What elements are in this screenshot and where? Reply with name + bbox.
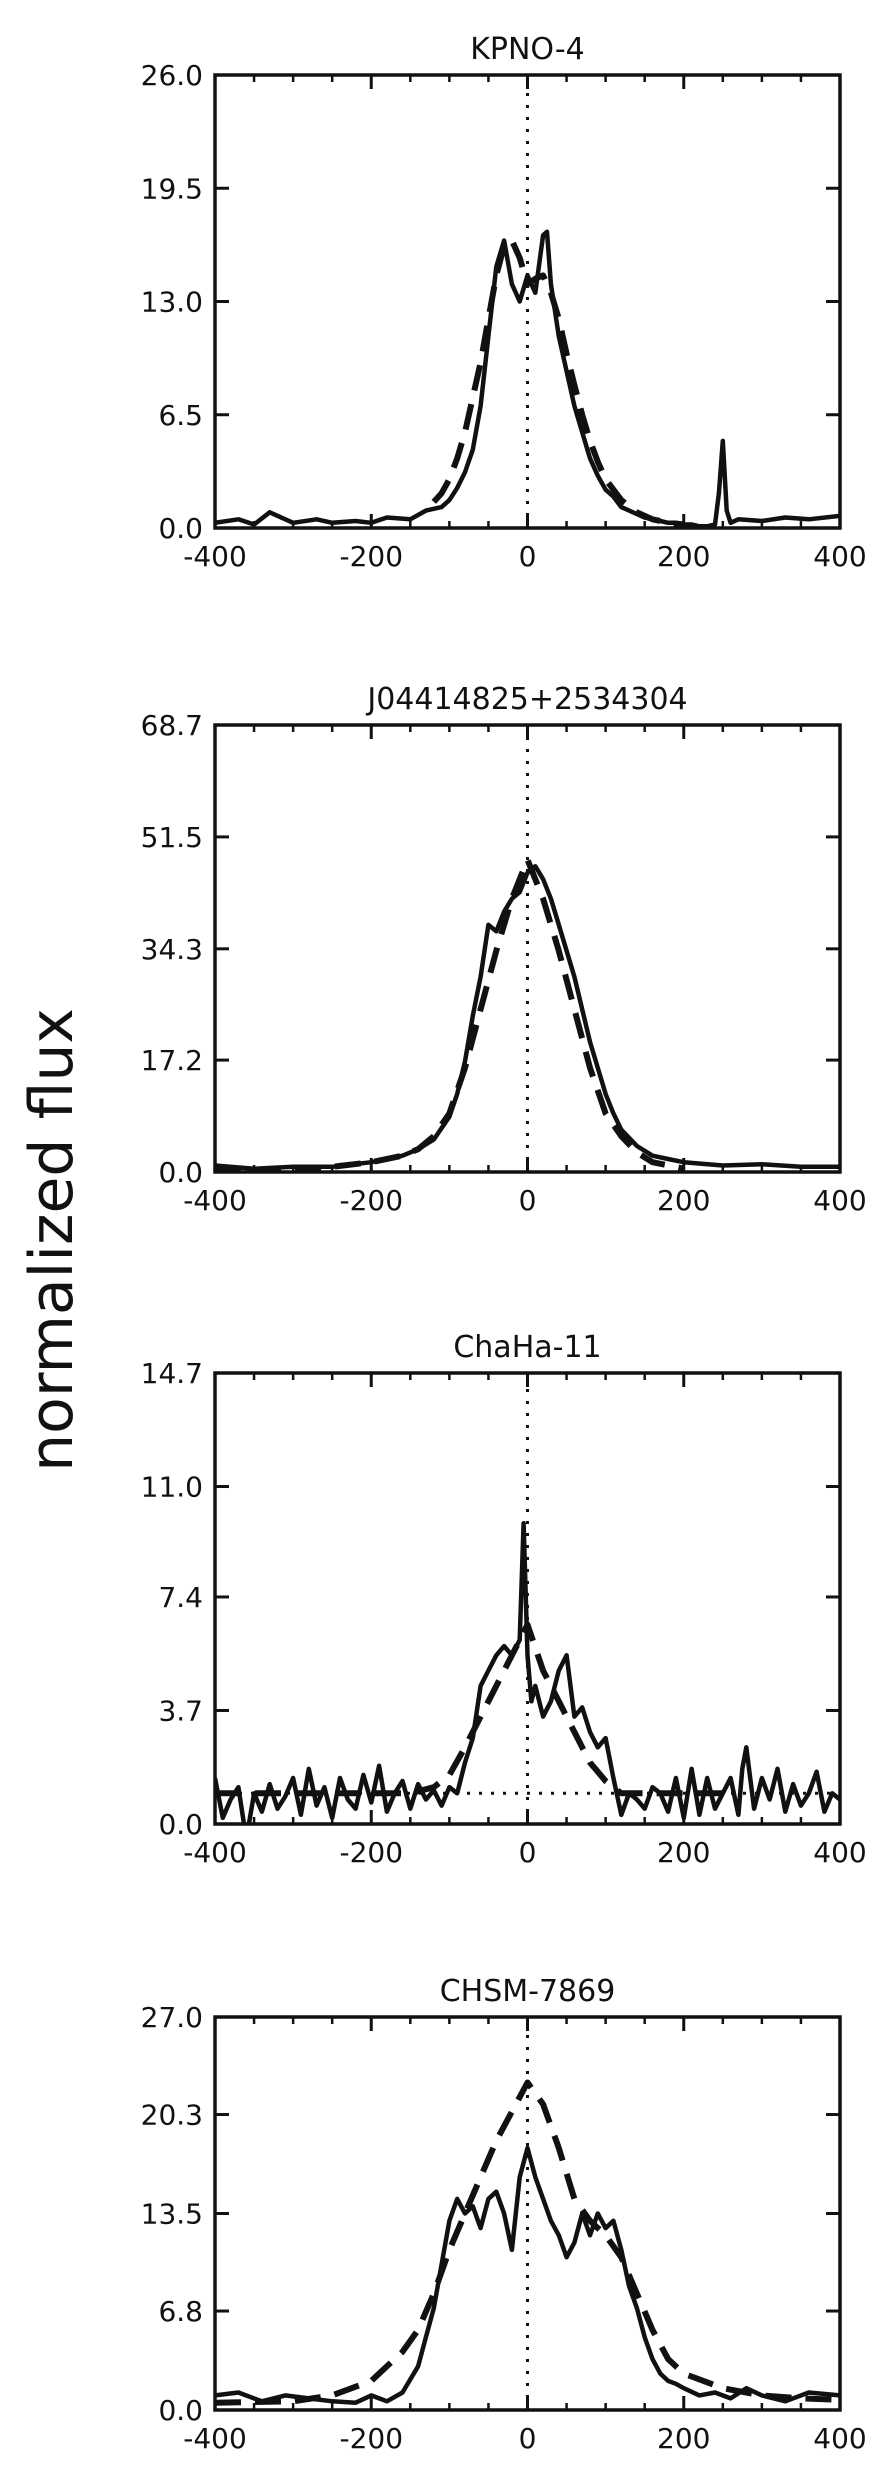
- y-tick-label: 0.0: [158, 1156, 203, 1189]
- x-tick-label: -400: [183, 540, 247, 573]
- y-tick-label: 6.8: [158, 2295, 203, 2328]
- x-tick-label: -400: [183, 1836, 247, 1869]
- x-tick-label: -200: [339, 1836, 403, 1869]
- y-tick-label: 3.7: [158, 1694, 203, 1727]
- plot-frame: [213, 2015, 842, 2412]
- x-tick-label: 0: [519, 540, 537, 573]
- panel-title: J04414825+2534304: [365, 682, 687, 717]
- x-tick-label: -200: [339, 1184, 403, 1217]
- x-tick-label: 400: [813, 1184, 866, 1217]
- x-tick-label: -200: [339, 540, 403, 573]
- panel-title: ChaHa-11: [453, 1330, 601, 1365]
- x-tick-label: 200: [657, 1836, 710, 1869]
- x-tick-label: 200: [657, 540, 710, 573]
- panel-2: J04414825+2534304 -400 -200 0 200 400 0.0 17.2 3…: [141, 682, 867, 1217]
- x-tick-label: 400: [813, 1836, 866, 1869]
- y-tick-label: 7.4: [158, 1581, 203, 1614]
- y-tick-label: 27.0: [141, 2001, 203, 2034]
- series-dashed-line: [215, 2079, 840, 2406]
- series-dashed-line: [215, 1621, 723, 1797]
- panel-3: ChaHa-11 -400 -200 0 200 400 0.0 3.7 7.4 11.0 14.7: [141, 1330, 867, 1869]
- x-tick-label: 200: [657, 2422, 710, 2455]
- y-tick-label: 6.5: [158, 399, 203, 432]
- x-tick-label: -400: [183, 1184, 247, 1217]
- x-tick-label: 0: [519, 2422, 537, 2455]
- x-tick-label: 400: [813, 2422, 866, 2455]
- series-dashed-line: [431, 237, 685, 528]
- series-solid-line: [215, 1521, 840, 1824]
- x-tick-label: -400: [183, 2422, 247, 2455]
- y-tick-label: 26.0: [141, 59, 203, 92]
- y-tick-label: 14.7: [141, 1357, 203, 1390]
- panel-4: CHSM-7869 -400 -200 0 200 400 0.0 6.8 13.5 20.3 27…: [141, 1974, 867, 2455]
- panel-title: CHSM-7869: [440, 1974, 616, 2009]
- y-tick-label: 68.7: [141, 709, 203, 742]
- series-dashed-line: [215, 856, 685, 1172]
- y-tick-label: 19.5: [141, 172, 203, 205]
- panel-title: KPNO-4: [470, 32, 585, 67]
- series-solid-line: [215, 2145, 840, 2405]
- y-tick-label: 34.3: [141, 933, 203, 966]
- y-tick-label: 11.0: [141, 1471, 203, 1504]
- x-tick-label: 400: [813, 540, 866, 573]
- panel-1: KPNO-4 -400 -200 0 200 400 0.0 6.5 13.0 19.5 26.0: [141, 32, 867, 573]
- y-tick-label: 0.0: [158, 512, 203, 545]
- y-tick-label: 13.0: [141, 286, 203, 319]
- x-tick-label: 0: [519, 1836, 537, 1869]
- plot-frame: [213, 723, 842, 1174]
- y-tick-label: 13.5: [141, 2198, 203, 2231]
- y-tick-label: 51.5: [141, 821, 203, 854]
- x-tick-label: 0: [519, 1184, 537, 1217]
- series-solid-line: [215, 229, 840, 528]
- x-tick-label: -200: [339, 2422, 403, 2455]
- y-tick-label: 20.3: [141, 2099, 203, 2132]
- x-tick-label: 200: [657, 1184, 710, 1217]
- y-tick-label: 0.0: [158, 1808, 203, 1841]
- y-tick-label: 0.0: [158, 2394, 203, 2427]
- y-tick-label: 17.2: [141, 1044, 203, 1077]
